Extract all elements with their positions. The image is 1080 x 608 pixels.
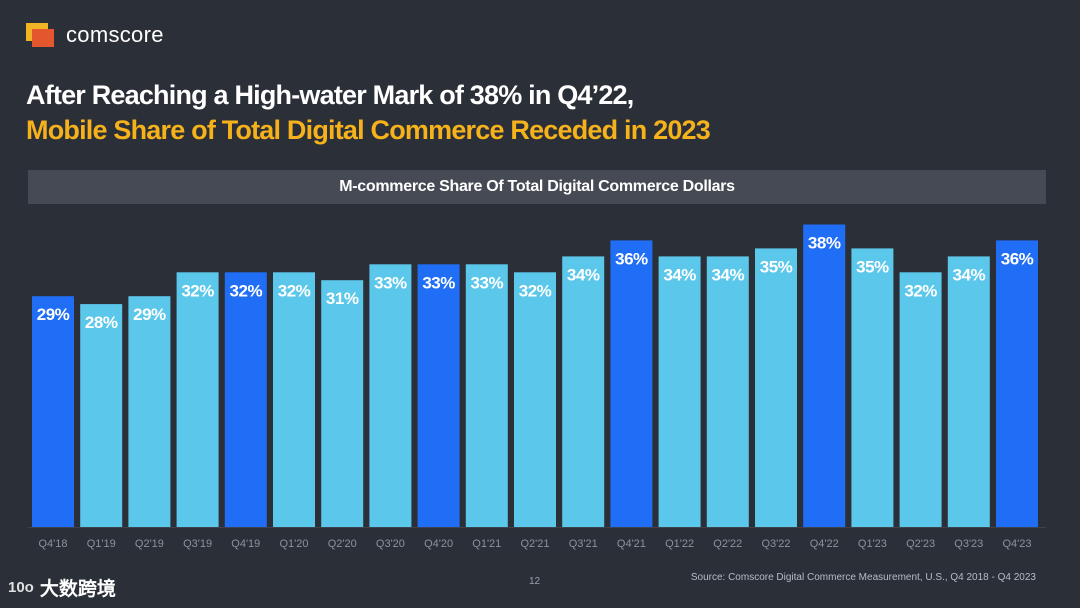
bar-q220	[321, 280, 364, 527]
watermark-text: 大数跨境	[39, 579, 116, 600]
x-tick-label: Q1'22	[665, 538, 694, 550]
data-label: 32%	[278, 281, 311, 300]
x-tick-label: Q3'21	[569, 538, 598, 550]
bar-q323	[947, 256, 990, 527]
data-label: 31%	[326, 289, 359, 308]
data-label: 29%	[133, 305, 166, 324]
x-tick-label: Q1'20	[279, 538, 308, 550]
x-tick-label: Q1'19	[87, 538, 116, 550]
x-tick-label: Q1'21	[472, 538, 501, 550]
bar-q223	[899, 272, 942, 527]
bar-q322	[755, 248, 797, 527]
watermark: 10o 大数跨境	[8, 574, 116, 601]
bar-q219	[128, 296, 171, 527]
bar-q419	[224, 272, 267, 527]
data-label: 29%	[37, 305, 70, 324]
bar-q221	[514, 272, 556, 527]
brand-name: comscore	[66, 22, 164, 47]
data-label: 36%	[1001, 249, 1034, 268]
data-label: 28%	[85, 313, 118, 332]
data-label: 35%	[760, 257, 793, 276]
data-label: 32%	[230, 281, 263, 300]
watermark-logo-icon: 10o	[8, 579, 34, 596]
data-label: 36%	[615, 249, 648, 268]
x-tick-label: Q4'21	[617, 538, 646, 550]
headline-line-2: Mobile Share of Total Digital Commerce R…	[26, 115, 711, 145]
x-tick-label: Q3'23	[954, 538, 983, 550]
x-tick-label: Q4'18	[38, 538, 67, 550]
x-tick-label: Q4'19	[231, 538, 260, 550]
bar-q119	[80, 304, 123, 527]
bar-q423	[996, 240, 1038, 527]
data-label: 34%	[953, 265, 986, 284]
bar-q421	[610, 240, 653, 527]
data-label: 34%	[567, 265, 600, 284]
source-note: Source: Comscore Digital Commerce Measur…	[690, 572, 1036, 583]
data-label: 32%	[181, 281, 214, 300]
bar-q320	[369, 264, 412, 527]
data-label: 32%	[519, 281, 552, 300]
bar-q121	[465, 264, 508, 527]
data-label: 32%	[904, 281, 937, 300]
bar-q321	[562, 256, 605, 527]
x-tick-label: Q4'22	[810, 538, 839, 550]
bar-q418	[32, 296, 74, 527]
x-tick-label: Q3'22	[761, 538, 790, 550]
x-tick-label: Q2'19	[135, 538, 164, 550]
data-label: 38%	[808, 234, 841, 253]
x-tick-label: Q4'23	[1002, 538, 1031, 550]
data-label: 34%	[712, 265, 745, 284]
headline-line-1: After Reaching a High-water Mark of 38% …	[26, 80, 634, 110]
data-label: 33%	[374, 273, 407, 292]
x-tick-label: Q3'20	[376, 538, 405, 550]
bar-q122	[658, 256, 701, 527]
data-label: 34%	[663, 265, 696, 284]
x-tick-label: Q4'20	[424, 538, 453, 550]
bar-q422	[803, 224, 846, 527]
data-label: 33%	[422, 273, 455, 292]
logo-mark-icon	[26, 23, 54, 47]
page-number: 12	[529, 576, 541, 587]
bar-q120	[273, 272, 315, 527]
chart-title: M-commerce Share Of Total Digital Commer…	[28, 170, 1046, 204]
x-tick-label: Q1'23	[858, 538, 887, 550]
bar-q420	[417, 264, 460, 527]
x-tick-label: Q2'22	[713, 538, 742, 550]
data-label: 35%	[856, 257, 889, 276]
x-tick-label: Q3'19	[183, 538, 212, 550]
x-tick-label: Q2'23	[906, 538, 935, 550]
data-label: 33%	[471, 273, 504, 292]
brand-logo: comscore	[26, 22, 164, 48]
x-tick-label: Q2'21	[520, 538, 549, 550]
bar-q319	[176, 272, 219, 527]
x-tick-label: Q2'20	[328, 538, 357, 550]
bar-q222	[706, 256, 749, 527]
bar-q123	[851, 248, 894, 527]
